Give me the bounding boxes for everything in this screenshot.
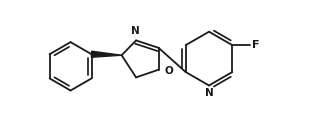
Text: N: N: [131, 26, 139, 36]
Text: N: N: [205, 88, 213, 98]
Text: F: F: [252, 40, 260, 50]
Text: O: O: [165, 66, 173, 76]
Polygon shape: [91, 51, 122, 57]
